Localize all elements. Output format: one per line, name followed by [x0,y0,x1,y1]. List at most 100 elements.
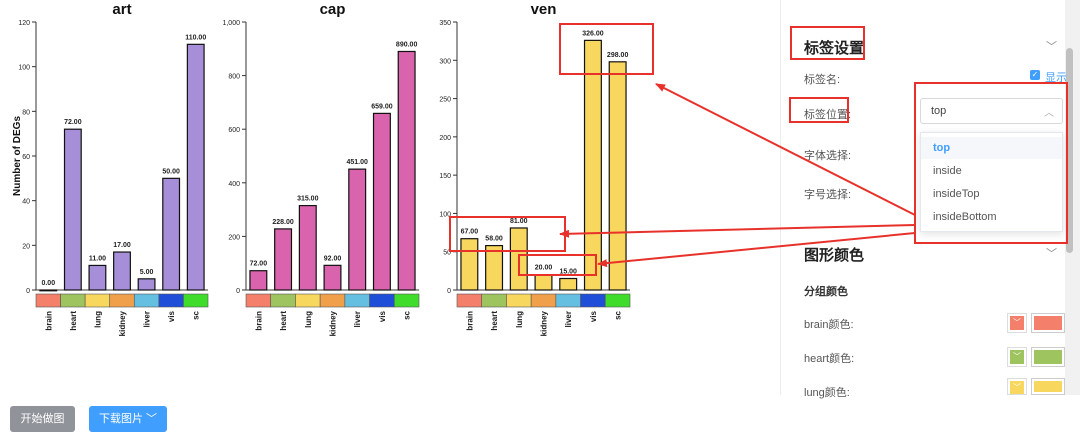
bar-value-label: 298.00 [607,52,629,59]
x-category-label: heart [490,311,499,331]
brain-color-swatch[interactable] [1031,313,1065,333]
x-category-label: sc [614,310,623,319]
bar-liver [137,278,156,291]
group-color-block [133,293,160,308]
option-insidebottom[interactable]: insideBottom [933,211,997,223]
label-name-checkbox[interactable]: ✓ [1030,70,1040,80]
y-tick-label: 60 [22,154,30,161]
chart-title: art [112,1,131,18]
bar-value-label: 0.00 [41,280,55,287]
y-tick-label: 200 [439,135,451,142]
bar-value-label: 659.00 [371,103,393,110]
y-tick-label: 400 [228,181,240,188]
bar-sc [608,61,627,291]
bar-kidney [534,274,553,291]
bar-kidney [113,251,131,291]
bar-value-label: 81.00 [510,218,528,225]
heart-color-swatch[interactable] [1031,347,1065,367]
bar-value-label: 228.00 [272,219,294,226]
y-tick-label: 100 [18,65,30,72]
bar-sc [397,50,416,291]
group-color-block [530,293,557,308]
bar-heart [274,228,293,291]
bar-lung [88,264,107,291]
y-tick-label: 150 [439,173,451,180]
label-position-select[interactable]: top ︿ [920,98,1063,124]
y-tick-label: 50 [443,250,451,257]
bar-value-label: 15.00 [559,269,577,276]
x-category-label: lung [304,311,313,328]
heart-color-label: heart颜色: [804,353,855,365]
group-color-block [580,293,606,308]
group-color-block [344,293,370,308]
bar-value-label: 315.00 [297,196,319,203]
shape-color-title[interactable]: 图形颜色 [804,247,865,264]
chart-ven: ven 0 50 100 150 200 250 300 350 67.00 brain 58.00 h… [439,1,631,336]
x-category-label: brain [465,311,474,331]
label-position-value: top [931,105,947,117]
y-tick-label: 120 [18,20,30,27]
lung-color-picker[interactable]: ﹀ [1007,378,1027,395]
chevron-up-icon: ︿ [1044,108,1054,119]
bar-vis [162,177,181,291]
x-category-label: kidney [329,310,338,336]
chevron-down-icon[interactable]: ﹀ [1046,41,1057,53]
x-category-label: heart [279,311,288,331]
bar-value-label: 11.00 [89,255,106,262]
brain-color-picker[interactable]: ﹀ [1007,313,1027,333]
group-color-block [481,293,507,308]
y-tick-label: 300 [439,58,451,65]
group-color-block [393,293,420,308]
bar-value-label: 17.00 [113,242,131,249]
bar-brain [460,238,479,291]
option-inside[interactable]: inside [933,165,962,177]
download-image-button[interactable]: 下载图片 ﹀ [89,406,167,432]
label-position-label: 标签位置: [804,109,852,121]
bar-value-label: 50.00 [162,168,180,175]
bar-value-label: 451.00 [347,159,369,166]
y-tick-label: 0 [236,288,240,295]
bar-brain [249,270,268,291]
chevron-down-icon[interactable]: ﹀ [1046,248,1057,260]
chart-title: ven [531,1,557,18]
option-top[interactable]: top [921,137,1062,159]
lung-color-swatch[interactable] [1031,378,1065,395]
label-settings-title[interactable]: 标签设置 [804,40,865,57]
font-size-label: 字号选择: [804,189,852,201]
x-category-label: sc [192,310,201,319]
x-category-label: vis [378,310,387,322]
y-tick-label: 1,000 [222,20,240,27]
x-category-label: kidney [540,310,549,336]
group-color-block [295,293,321,308]
y-tick-label: 600 [228,127,240,134]
chart-art: art Number of DEGs 0 20 40 60 80 100 120 0.00 brai… [12,1,209,336]
x-category-label: sc [403,310,412,319]
heart-color-picker[interactable]: ﹀ [1007,347,1027,367]
start-plot-button[interactable]: 开始做图 [10,406,75,432]
bar-value-label: 72.00 [64,119,82,126]
group-color-block [456,293,483,308]
panel-scroll-thumb[interactable] [1066,48,1073,253]
group-color-block [369,293,395,308]
bar-heart [485,244,504,291]
bar-value-label: 72.00 [250,261,268,268]
bar-value-label: 92.00 [324,255,342,262]
bar-kidney [323,264,342,291]
y-tick-label: 800 [228,74,240,81]
bar-vis [583,39,602,291]
x-category-label: vis [589,310,598,322]
x-category-label: brain [44,311,53,331]
y-tick-label: 200 [228,234,240,241]
x-category-label: heart [69,311,78,331]
bar-value-label: 326.00 [582,30,604,37]
option-insidetop[interactable]: insideTop [933,188,980,200]
bar-value-label: 58.00 [485,236,503,243]
bar-sc [186,43,205,291]
y-tick-label: 20 [22,243,30,250]
label-name-checkbox-label[interactable]: 显示 [1045,72,1067,84]
bar-liver [348,168,367,291]
x-category-label: lung [93,311,102,328]
group-color-block [109,293,135,308]
x-category-label: liver [353,311,362,327]
y-axis-label: Number of DEGs [12,116,23,196]
